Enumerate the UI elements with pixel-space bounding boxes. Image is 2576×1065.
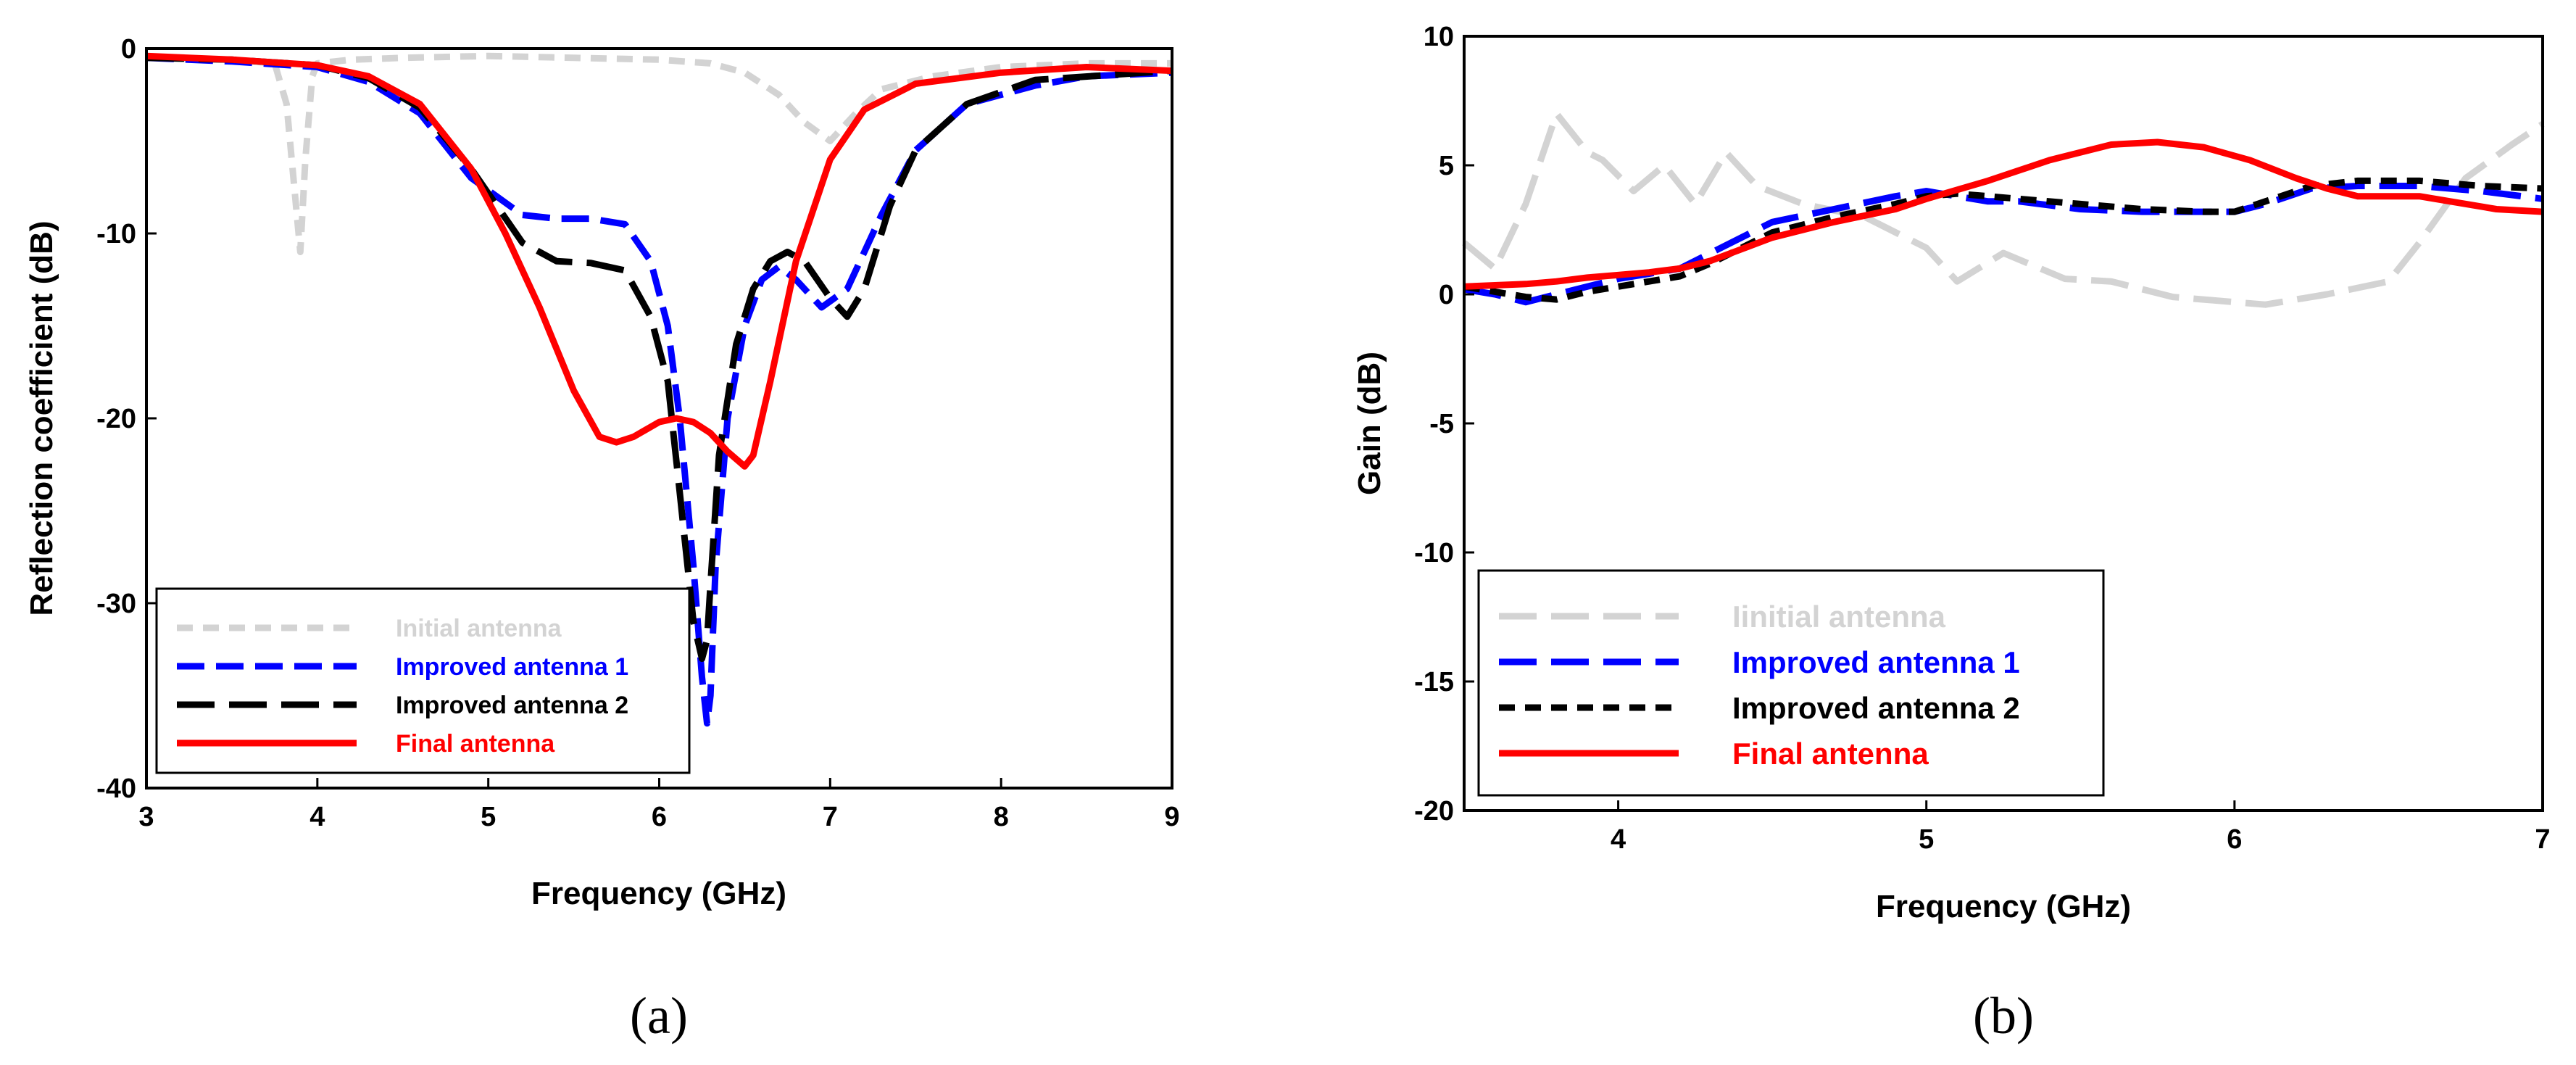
chart-b-series-improved-antenna-2: [1463, 177, 2543, 303]
chart-a-x-tick-label: 5: [481, 802, 496, 832]
chart-b-legend-label-iinitial-antenna: Iinitial antenna: [1732, 600, 1946, 634]
chart-b-x-axis: 4 5 6 7: [1611, 800, 2551, 855]
chart-a-y-axis: 0 -10 -20 -30 -40: [96, 34, 157, 804]
chart-b-y-tick-label: 0: [1439, 280, 1454, 310]
chart-b-y-axis: 10 5 0 -5 -10 -15 -20: [1414, 22, 1474, 826]
chart-b-y-tick-label: -10: [1414, 538, 1454, 568]
chart-a-legend-label-initial-antenna: Initial antenna: [396, 615, 562, 642]
chart-a-y-tick-label: 0: [121, 34, 136, 65]
chart-a-series-final-antenna: [146, 52, 1173, 470]
chart-b-y-tick-label: -5: [1429, 409, 1454, 439]
chart-a-y-tick-label: -20: [96, 404, 136, 434]
chart-b-legend-label-final-antenna: Final antenna: [1732, 737, 1929, 771]
chart-a-caption: (a): [630, 987, 688, 1045]
chart-a-y-tick-label: -30: [96, 589, 136, 619]
chart-b-x-tick-label: 7: [2535, 824, 2550, 855]
chart-a-y-tick-label: -10: [96, 219, 136, 249]
chart-a-x-label: Frequency (GHz): [531, 876, 786, 911]
chart-b-series-final-antenna: [1463, 138, 2543, 290]
chart-b-y-label: Gain (dB): [1352, 352, 1387, 495]
chart-a-legend-label-final-antenna: Final antenna: [396, 730, 555, 758]
chart-a-x-tick-label: 8: [994, 802, 1009, 832]
chart-b-series-iinitial-antenna: [1462, 110, 2545, 308]
chart-a-x-tick-label: 7: [823, 802, 838, 832]
chart-b-y-tick-label: -20: [1414, 796, 1454, 826]
chart-b-legend: Iinitial antenna Improved antenna 1 Improv…: [1477, 569, 2105, 797]
chart-a-legend-label-improved-antenna-2: Improved antenna 2: [396, 692, 628, 719]
chart-b-y-tick-label: 5: [1439, 151, 1454, 181]
chart-a-series-improved-antenna-2: [146, 54, 1173, 662]
chart-a-legend-label-improved-antenna-1: Improved antenna 1: [396, 653, 628, 681]
chart-a-x-tick-label: 6: [652, 802, 667, 832]
chart-a-legend: Initial antenna Improved antenna 1 Improve…: [155, 587, 691, 774]
chart-b-x-label: Frequency (GHz): [1876, 889, 2131, 924]
chart-a-series: [146, 52, 1173, 727]
chart-b-x-tick-label: 5: [1919, 824, 1934, 855]
chart-b-legend-box: [1477, 569, 2105, 797]
chart-a-y-label: Reflection coefficient (dB): [24, 220, 59, 616]
chart-a-x-tick-label: 9: [1164, 802, 1179, 832]
chart-a-y-tick-label: -40: [96, 774, 136, 804]
chart-b-y-tick-label: 10: [1424, 22, 1454, 52]
chart-b-legend-label-improved-antenna-1: Improved antenna 1: [1732, 645, 2020, 679]
chart-b-legend-label-improved-antenna-2: Improved antenna 2: [1732, 691, 2020, 725]
chart-b-y-tick-label: -15: [1414, 667, 1454, 697]
chart-a: 0 -10 -20 -30 -40 3 4 5 6 7 8 9 Frequency (GHz) Re…: [24, 34, 1180, 1045]
chart-a-x-tick-label: 4: [309, 802, 325, 832]
chart-b-series: [1462, 110, 2545, 308]
chart-b-series-improved-antenna-1: [1463, 183, 2543, 306]
chart-b-x-tick-label: 6: [2227, 824, 2242, 855]
chart-a-x-axis: 3 4 5 6 7 8 9: [138, 778, 1180, 832]
chart-a-series-initial-antenna: [146, 52, 1172, 255]
chart-b: 10 5 0 -5 -10 -15 -20 4 5 6 7 Frequency (GHz) Gai…: [1352, 22, 2551, 1045]
chart-a-series-improved-antenna-1: [146, 54, 1173, 727]
chart-a-x-tick-label: 3: [138, 802, 154, 832]
chart-b-x-tick-label: 4: [1611, 824, 1626, 855]
chart-b-caption: (b): [1973, 987, 2034, 1045]
